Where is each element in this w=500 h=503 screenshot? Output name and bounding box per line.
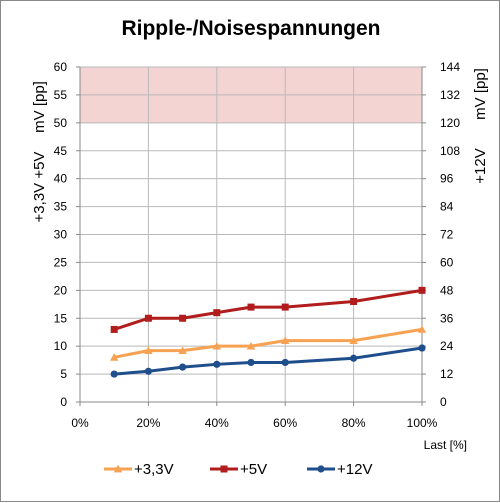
legend-label: +12V [337,461,372,478]
y-left-tick-label: 20 [54,283,68,297]
x-tick-label: 20% [136,416,160,430]
y-right-tick-label: 72 [440,228,454,242]
y-left-tick-label: 5 [60,367,67,381]
y-left-tick-label: 45 [54,144,68,158]
data-point-triangle [110,353,119,361]
x-tick-label: 60% [273,416,297,430]
legend-marker [113,464,123,473]
y-right-tick-label: 144 [440,60,460,74]
y-left-tick-label: 35 [54,200,68,214]
series-group [110,286,427,378]
data-point-circle [213,360,221,368]
y-right-tick-label: 12 [440,367,454,381]
x-tick-label: 100% [407,416,438,430]
data-point-circle [418,344,426,352]
y-left-tick-label: 30 [54,228,68,242]
data-point-circle [281,358,289,367]
x-tick-label: 40% [205,416,229,430]
y-left-tick-label: 40 [54,172,68,186]
data-point-triangle [349,336,358,344]
data-point-triangle [246,341,256,350]
y-right-tick-label: 48 [440,283,454,297]
data-point-square [110,325,118,333]
y-left-tick-label: 60 [54,60,68,74]
y-right-tick-label: 60 [440,255,454,269]
legend-label: +3,3V [134,461,174,478]
y-right-label-bottom: +12V [472,148,489,183]
data-point-square [213,309,221,317]
y-left-tick-label: 55 [54,88,68,102]
legend: +3,3V +5V +12V [104,461,372,478]
data-point-square [418,286,426,294]
y-right-tick-label: 24 [440,339,454,353]
y-right-tick-label: 0 [440,395,447,409]
data-point-circle [179,363,187,371]
data-point-triangle [144,346,153,354]
x-axis-label: Last [%] [424,438,467,452]
y-right-tick-label: 36 [440,311,454,325]
data-point-triangle [281,336,290,344]
tick-labels: 0 5 10 15 20 25 30 35 40 45 50 55 60 0 12 24 36 48 60 72 84 9… [54,60,461,430]
y-right-tick-label: 108 [440,144,460,158]
x-tick-label: 0% [71,416,89,430]
data-point-circle [144,367,152,375]
data-point-circle [247,358,255,367]
y-left-tick-label: 25 [54,255,68,269]
y-right-label-top: mV [pp] [472,68,489,120]
y-left-tick-label: 0 [60,395,67,409]
y-right-tick-label: 120 [440,116,460,130]
y-left-tick-label: 15 [54,311,68,325]
data-point-square [350,298,358,305]
series-line-triangle [113,327,423,359]
legend-marker [317,465,325,473]
y-right-tick-label: 132 [440,88,460,102]
y-right-tick-label: 96 [440,172,454,186]
data-point-circle [350,354,358,362]
y-left-label-bottom: +3,3V +5V [31,152,48,223]
x-tick-label: 80% [342,416,366,430]
legend-marker [220,465,228,473]
chart-title: Ripple-/Noisespannungen [121,17,380,40]
data-point-square [247,303,255,311]
data-point-triangle [417,325,427,333]
data-point-circle [110,370,118,378]
data-point-square [281,303,289,311]
y-left-label-top: mV [pp] [31,81,48,133]
y-left-tick-label: 50 [54,116,68,130]
y-right-tick-label: 84 [440,200,454,214]
data-point-square [179,314,187,322]
legend-label: +5V [240,461,267,478]
data-point-square [144,314,152,322]
series-line-square [113,288,423,331]
data-point-triangle [178,346,187,354]
data-point-triangle [212,341,221,350]
y-left-tick-label: 10 [54,339,68,353]
series-line-circle [114,346,423,376]
